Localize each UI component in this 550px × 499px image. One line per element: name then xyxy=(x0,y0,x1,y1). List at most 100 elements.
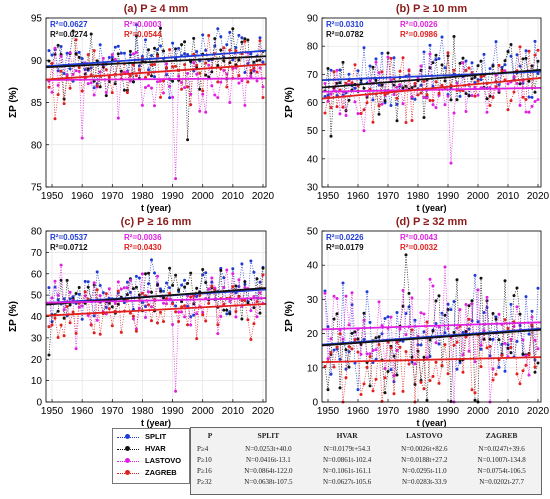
data-point-hvar xyxy=(159,26,162,30)
data-point-hvar xyxy=(150,290,153,294)
data-point-lastovo xyxy=(524,110,528,114)
equation-row: P≥4 N=0.0253t+40.0 N=0.0179t+54.3 N=0.00… xyxy=(191,443,541,454)
data-point-hvar xyxy=(518,82,522,86)
data-point-split xyxy=(365,290,369,294)
data-point-hvar xyxy=(180,300,184,304)
data-point-lastovo xyxy=(515,81,519,85)
data-point-zagreb xyxy=(437,381,441,385)
data-point-lastovo xyxy=(156,80,159,84)
equation-cell: N=0.0416t-13.1 xyxy=(245,455,291,464)
data-point-split xyxy=(470,61,474,65)
data-point-zagreb xyxy=(371,389,375,393)
data-point-zagreb xyxy=(125,91,129,95)
data-point-hvar xyxy=(521,352,525,356)
data-point-zagreb xyxy=(497,63,501,67)
data-point-hvar xyxy=(107,301,111,305)
equation-cell: P≥4 xyxy=(197,444,209,453)
data-point-zagreb xyxy=(455,340,459,344)
y-tick-label: 50 xyxy=(307,227,319,238)
data-point-zagreb xyxy=(533,53,537,57)
data-point-split xyxy=(323,95,327,98)
data-point-lastovo xyxy=(419,311,423,315)
data-point-zagreb xyxy=(252,66,256,70)
data-point-split xyxy=(518,64,522,68)
data-point-lastovo xyxy=(122,70,126,74)
data-point-lastovo xyxy=(219,315,223,318)
data-point-zagreb xyxy=(509,99,513,103)
data-point-lastovo xyxy=(95,318,99,322)
series-line-zagreb xyxy=(324,319,539,403)
data-point-lastovo xyxy=(449,161,453,165)
data-point-zagreb xyxy=(86,53,90,57)
data-point-hvar xyxy=(116,52,120,56)
data-point-hvar xyxy=(147,48,150,52)
data-point-lastovo xyxy=(443,103,447,107)
data-point-split xyxy=(144,38,147,42)
data-point-split xyxy=(153,75,156,79)
data-point-split xyxy=(464,59,468,63)
data-point-zagreb xyxy=(341,105,345,109)
data-point-zagreb xyxy=(174,64,178,68)
data-point-zagreb xyxy=(425,93,429,97)
x-tick-label: 2020 xyxy=(252,191,275,202)
data-point-lastovo xyxy=(207,287,211,291)
y-axis-label: ΣP (%) xyxy=(8,301,19,332)
trend-line-hvar xyxy=(45,55,267,69)
r2-label: R²=0.0026 xyxy=(400,20,438,29)
data-point-split xyxy=(228,30,232,34)
data-point-zagreb xyxy=(440,83,444,87)
data-point-lastovo xyxy=(228,101,232,104)
x-tick-label: 2000 xyxy=(192,191,215,202)
data-point-hvar xyxy=(536,361,540,365)
data-point-zagreb xyxy=(428,379,432,383)
data-point-lastovo xyxy=(56,293,60,297)
data-point-split xyxy=(47,49,51,53)
data-point-zagreb xyxy=(53,316,57,320)
data-point-lastovo xyxy=(443,265,447,269)
data-point-lastovo xyxy=(425,356,429,360)
data-point-zagreb xyxy=(168,291,172,295)
data-point-zagreb xyxy=(68,321,72,325)
data-point-hvar xyxy=(134,285,138,289)
data-point-lastovo xyxy=(470,302,474,306)
data-point-split xyxy=(231,267,235,271)
data-point-hvar xyxy=(479,276,483,280)
data-point-lastovo xyxy=(533,100,537,103)
y-tick-label: 95 xyxy=(31,14,43,25)
data-point-zagreb xyxy=(80,89,84,93)
data-point-hvar xyxy=(183,40,187,44)
data-point-split xyxy=(240,262,244,266)
data-point-zagreb xyxy=(134,329,138,333)
data-point-split xyxy=(353,86,357,90)
data-point-zagreb xyxy=(198,71,202,75)
trend-line-lastovo xyxy=(321,86,542,93)
panel-c: 0 10 20 30 40 50 60 70 80 1950 1960 1970 1980 1990 200… xyxy=(8,216,275,428)
data-point-zagreb xyxy=(488,344,492,348)
data-point-zagreb xyxy=(246,80,250,84)
data-point-hvar xyxy=(162,296,165,300)
x-axis-label: t (year) xyxy=(416,203,446,213)
data-point-zagreb xyxy=(476,79,480,83)
data-point-hvar xyxy=(68,303,72,307)
data-point-hvar xyxy=(210,70,214,74)
data-point-zagreb xyxy=(89,323,93,327)
data-point-lastovo xyxy=(344,294,348,298)
data-point-hvar xyxy=(380,83,384,87)
y-tick-label: 40 xyxy=(31,312,43,323)
data-point-split xyxy=(338,68,342,72)
data-point-hvar xyxy=(219,268,223,272)
data-point-zagreb xyxy=(110,91,114,95)
data-point-lastovo xyxy=(237,278,241,282)
data-point-split xyxy=(137,276,141,280)
data-point-zagreb xyxy=(434,80,438,84)
data-point-zagreb xyxy=(77,66,81,70)
data-point-hvar xyxy=(255,277,259,281)
data-point-hvar xyxy=(65,278,69,282)
data-point-lastovo xyxy=(410,296,414,300)
data-point-hvar xyxy=(356,337,360,341)
data-point-split xyxy=(174,304,178,308)
data-point-lastovo xyxy=(147,84,150,88)
data-point-split xyxy=(113,45,117,49)
regression-equation-table: P SPLIT HVAR LASTOVO ZAGREB P≥4 N=0.0253… xyxy=(190,427,542,495)
data-point-split xyxy=(515,53,519,57)
